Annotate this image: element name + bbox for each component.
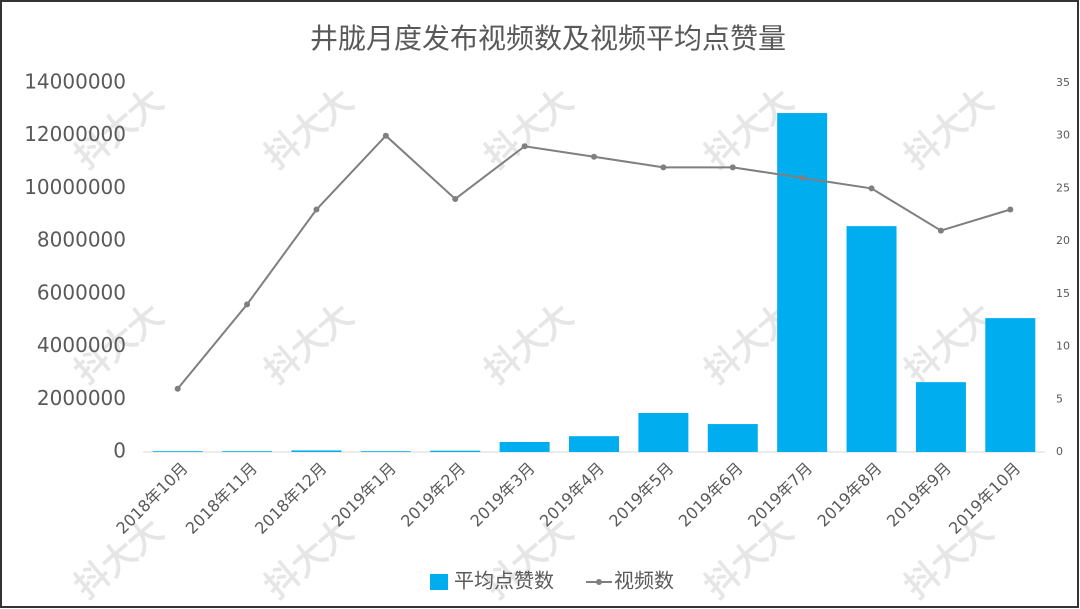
y2-tick-label: 20 xyxy=(1056,234,1070,247)
bar xyxy=(985,318,1036,452)
y-tick-label: 0 xyxy=(113,439,126,463)
bar xyxy=(430,450,481,452)
legend-swatch xyxy=(430,574,448,590)
bar xyxy=(291,450,342,452)
y-tick-label: 4000000 xyxy=(37,333,126,357)
bar xyxy=(777,113,828,452)
y-tick-label: 2000000 xyxy=(37,386,126,410)
bar xyxy=(846,226,897,452)
legend-swatch-marker xyxy=(596,579,602,585)
y2-tick-label: 5 xyxy=(1056,392,1063,405)
y-tick-label: 8000000 xyxy=(37,228,126,252)
line-marker xyxy=(174,385,181,392)
bar xyxy=(569,436,619,452)
y2-tick-label: 30 xyxy=(1056,129,1070,142)
line-marker xyxy=(591,153,597,160)
bar xyxy=(360,451,411,452)
bar xyxy=(707,424,758,452)
y-tick-label: 12000000 xyxy=(24,122,126,146)
legend-label: 平均点赞数 xyxy=(454,569,554,593)
y-tick-label: 14000000 xyxy=(24,70,126,94)
line-marker xyxy=(382,132,389,139)
line-marker xyxy=(244,301,251,308)
y2-tick-label: 35 xyxy=(1056,76,1070,89)
line-marker xyxy=(868,185,875,192)
line-marker xyxy=(799,174,806,181)
y-tick-label: 6000000 xyxy=(37,280,126,304)
y2-tick-label: 15 xyxy=(1056,287,1070,300)
line-marker xyxy=(729,164,736,171)
y2-tick-label: 10 xyxy=(1056,340,1070,353)
line-marker xyxy=(452,195,459,202)
chart-title: 井胧月度发布视频数及视频平均点赞量 xyxy=(310,22,786,55)
line-marker xyxy=(660,164,667,171)
bar xyxy=(915,382,966,452)
bar xyxy=(499,441,550,452)
bar xyxy=(152,451,203,452)
line-marker xyxy=(937,227,944,234)
line-marker xyxy=(313,206,320,213)
y-tick-label: 10000000 xyxy=(24,175,126,199)
bar xyxy=(222,451,273,452)
line-marker xyxy=(521,143,528,150)
line-marker xyxy=(1007,206,1014,213)
y2-tick-label: 25 xyxy=(1056,181,1070,194)
y2-tick-label: 0 xyxy=(1056,445,1063,458)
bar xyxy=(638,412,689,452)
legend-label: 视频数 xyxy=(614,569,674,593)
